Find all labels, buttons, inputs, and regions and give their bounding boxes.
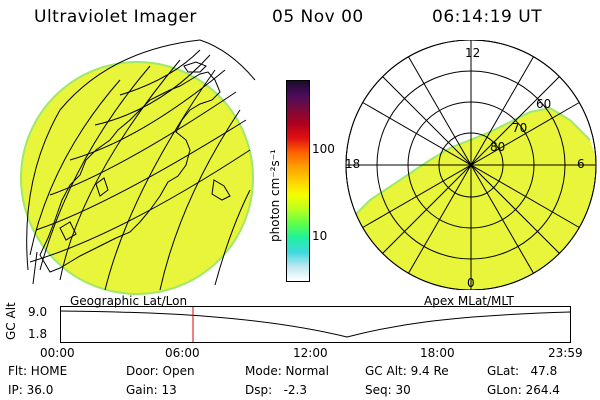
- altitude-curve: [60, 310, 571, 338]
- status-seq: Seq: 30: [365, 383, 411, 397]
- geographic-image: [20, 39, 256, 295]
- geo-grid: [29, 49, 251, 291]
- status-glon: GLon: 264.4: [487, 383, 560, 397]
- coastlines: [39, 61, 231, 273]
- altitude-xtick-0: 00:00: [40, 346, 75, 360]
- altitude-xtick-1: 06:00: [165, 346, 200, 360]
- colorbar-tick-10: 10: [312, 229, 328, 243]
- date-label: 05 Nov 00: [272, 7, 364, 27]
- globe-limb: [26, 39, 256, 285]
- lat-70-label: 70: [512, 121, 528, 135]
- altitude-xtick-4: 23:59: [548, 346, 583, 360]
- mlt-0-label: 0: [467, 276, 475, 290]
- emission-disk: [21, 62, 253, 294]
- colorbar: [286, 80, 310, 282]
- status-glat: GLat: 47.8: [487, 364, 558, 378]
- mlt-18-label: 18: [345, 157, 361, 171]
- polar-grid: [345, 40, 597, 290]
- altitude-ytick-low: 1.8: [28, 327, 48, 341]
- lat-60-label: 60: [536, 97, 552, 111]
- polar-plot: [345, 40, 597, 290]
- altitude-xtick-2: 12:00: [293, 346, 328, 360]
- altitude-xtick-3: 18:00: [420, 346, 455, 360]
- status-ip: IP: 36.0: [8, 383, 54, 397]
- time-label: 06:14:19 UT: [432, 7, 543, 27]
- status-dsp: Dsp: -2.3: [245, 383, 308, 397]
- status-mode: Mode: Normal: [245, 364, 329, 378]
- polar-emission: [346, 108, 596, 290]
- mlt-12-label: 12: [465, 46, 481, 60]
- status-gc-alt: GC Alt: 9.4 Re: [365, 364, 449, 378]
- apex-panel-label: Apex MLat/MLT: [424, 294, 514, 308]
- altitude-axis-title: GC Alt: [4, 302, 18, 340]
- mlt-6-label: 6: [577, 157, 585, 171]
- status-flt: Flt: HOME: [8, 364, 68, 378]
- status-gain: Gain: 13: [126, 383, 177, 397]
- altitude-plot: [60, 306, 571, 343]
- colorbar-unit-label: photon cm⁻²s⁻¹: [268, 149, 282, 242]
- altitude-ytick-high: 9.0: [28, 305, 48, 319]
- lat-80-label: 80: [490, 140, 506, 154]
- status-door: Door: Open: [126, 364, 195, 378]
- instrument-title: Ultraviolet Imager: [34, 7, 197, 27]
- colorbar-tick-100: 100: [312, 142, 335, 156]
- geographic-panel-label: Geographic Lat/Lon: [70, 294, 188, 308]
